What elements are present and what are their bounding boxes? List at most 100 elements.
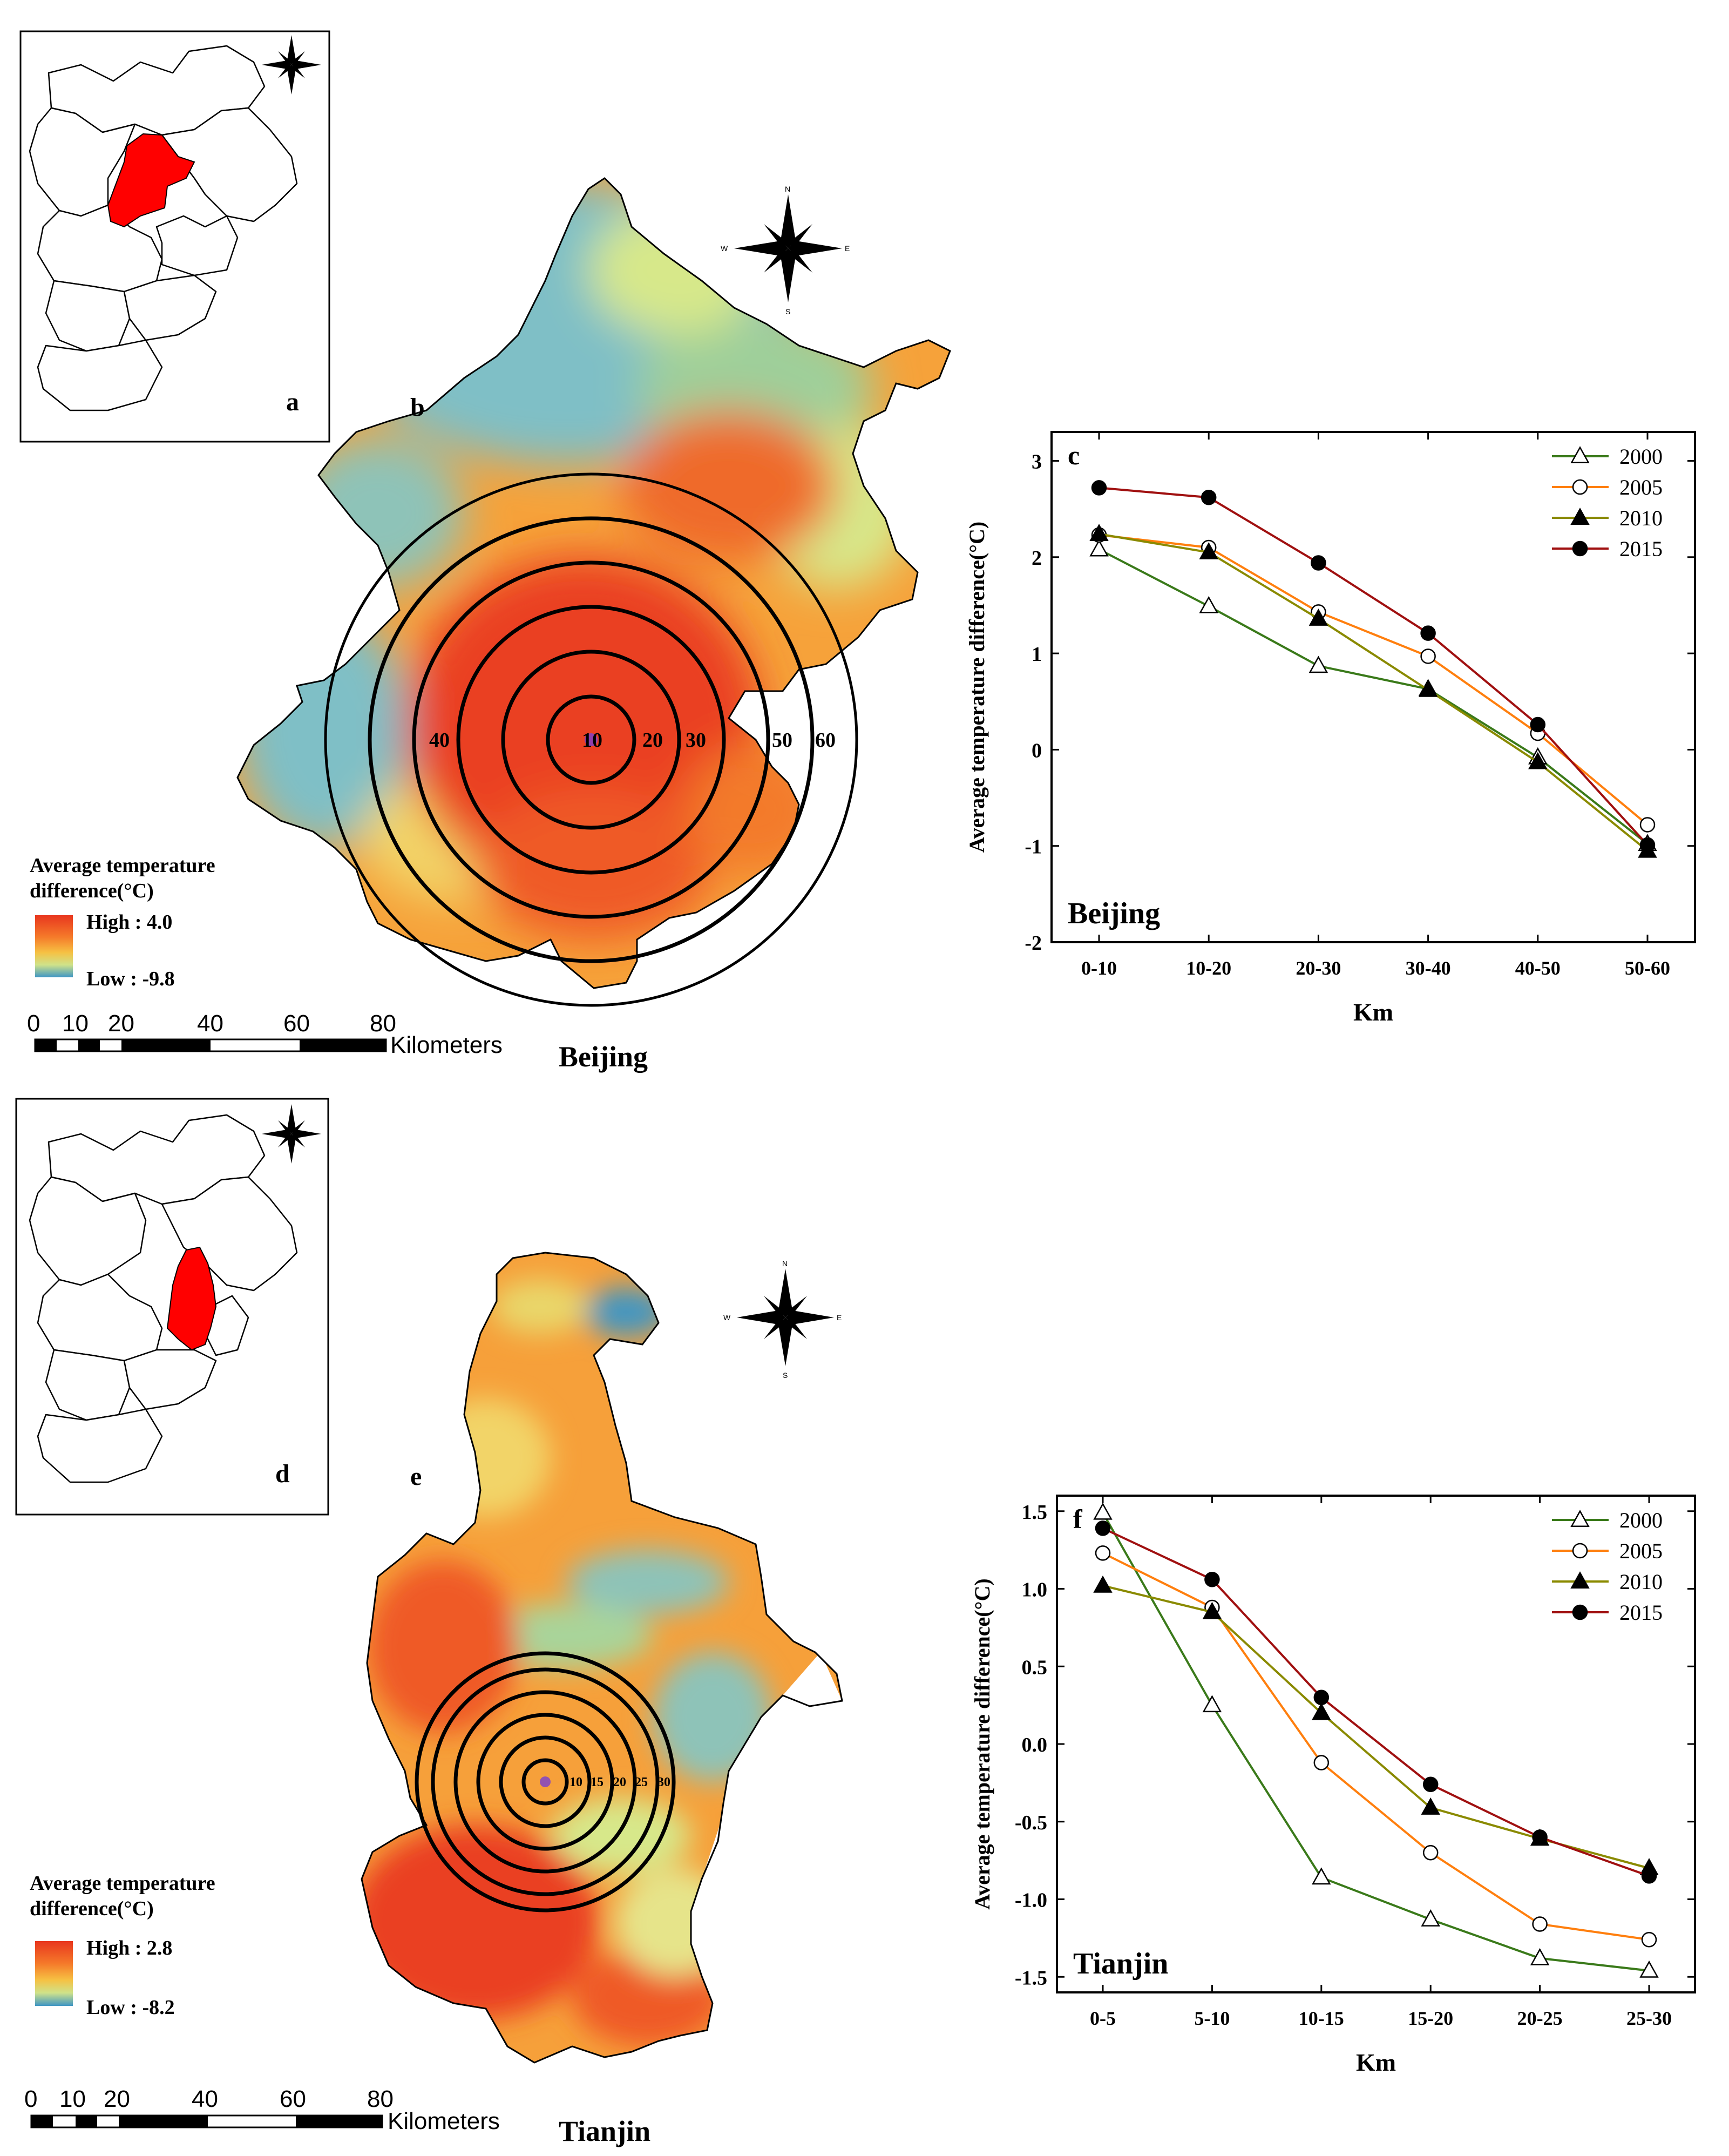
panel-label-d: d <box>275 1459 290 1488</box>
province-outline <box>161 107 298 222</box>
scale-tick: 40 <box>192 2086 218 2112</box>
series-line <box>1099 486 1649 846</box>
data-point <box>1570 446 1590 463</box>
tianjin-location-inset: d <box>15 1098 329 1516</box>
panel-label-a: a <box>286 388 299 416</box>
series-line <box>1102 1512 1650 1972</box>
data-point <box>1313 1755 1330 1770</box>
compass-icon: N S W E <box>723 1259 842 1380</box>
data-point <box>1422 1776 1439 1792</box>
legend-label: 2000 <box>1619 1508 1663 1532</box>
ring-label: 20 <box>642 729 663 752</box>
y-tick-label: 0 <box>1032 739 1042 762</box>
data-point <box>1204 1572 1220 1587</box>
legend-low: Low : -9.8 <box>86 968 175 990</box>
series-2010 <box>1089 524 1657 858</box>
scale-tick: 40 <box>197 1010 223 1037</box>
province-outline <box>37 339 163 411</box>
panel-label-e: e <box>410 1462 422 1491</box>
chart-legend: 2000 2005 2010 2015 <box>1552 1508 1663 1625</box>
buffer-rings <box>368 516 815 963</box>
tianjin-highlight-region <box>166 1246 217 1351</box>
scale-tick: 60 <box>280 2086 306 2112</box>
x-axis-label: Km <box>1356 2049 1396 2076</box>
data-point <box>1639 817 1656 833</box>
data-point <box>1641 1868 1657 1884</box>
data-point <box>1201 489 1217 505</box>
data-point <box>1421 1797 1440 1815</box>
tianjin-scalebar: 0 10 20 40 60 80 Kilometers <box>24 2086 500 2134</box>
series-line <box>1099 533 1649 852</box>
y-tick-label: -0.5 <box>1015 1812 1047 1834</box>
legend-label: 2000 <box>1619 444 1663 469</box>
data-point <box>1421 1909 1440 1927</box>
data-point <box>1199 542 1218 559</box>
compass-s: S <box>783 1371 788 1380</box>
province-outline <box>123 1349 217 1410</box>
data-point <box>1420 625 1436 641</box>
legend-label: 2005 <box>1619 1539 1663 1563</box>
ring-label: 25 <box>635 1775 648 1789</box>
data-point <box>1308 609 1328 626</box>
x-tick-label: 40-50 <box>1515 957 1561 979</box>
data-point <box>1572 479 1588 495</box>
series-line <box>1099 533 1649 826</box>
chart-city-label: Beijing <box>1068 897 1160 930</box>
scale-tick: 10 <box>59 2086 86 2112</box>
province-outline <box>123 274 217 341</box>
ring-label: 10 <box>582 729 602 752</box>
data-point <box>1570 1510 1590 1527</box>
legend-label: 2015 <box>1619 1600 1663 1625</box>
data-point <box>1420 648 1436 664</box>
data-point <box>1095 1545 1111 1561</box>
data-point <box>1312 1867 1331 1885</box>
y-tick-label: 0.0 <box>1022 1734 1048 1756</box>
data-point <box>1530 717 1546 733</box>
province-outline <box>37 1408 163 1483</box>
data-point <box>1202 1601 1222 1619</box>
series-2000 <box>1093 1502 1659 1978</box>
y-tick-label: 3 <box>1032 450 1042 473</box>
ring-label: 40 <box>429 729 450 752</box>
y-axis-label: Average temperature difference(°C) <box>970 1578 994 1910</box>
data-point <box>1570 1571 1590 1589</box>
legend-label: 2010 <box>1619 506 1663 530</box>
data-point <box>1530 1948 1550 1965</box>
y-tick-label: -1.5 <box>1015 1966 1047 1989</box>
plot-frame <box>1056 1495 1696 1993</box>
compass-n: N <box>782 1259 788 1268</box>
scale-tick: 60 <box>283 1010 310 1037</box>
x-tick-label: 10-15 <box>1299 2008 1344 2029</box>
legend-title: difference(°C) <box>30 880 154 902</box>
data-point <box>1418 680 1438 697</box>
compass-w: W <box>721 244 728 253</box>
data-point <box>1572 540 1588 557</box>
chart-legend: 2000 2005 2010 2015 <box>1552 444 1663 561</box>
compass-e: E <box>837 1313 842 1322</box>
series-2010 <box>1093 1575 1659 1875</box>
legend-label: 2005 <box>1619 475 1663 499</box>
x-tick-label: 0-10 <box>1081 957 1117 979</box>
legend-title: Average temperature <box>30 1872 215 1895</box>
y-tick-label: 2 <box>1032 547 1042 570</box>
x-tick-label: 20-25 <box>1517 2008 1563 2029</box>
scale-tick: 80 <box>370 1010 396 1037</box>
legend-high: High : 2.8 <box>86 1937 172 1959</box>
scale-tick: 0 <box>24 2086 37 2112</box>
buffer-rings <box>415 1651 676 1912</box>
beijing-legend: Average temperature difference(°C) High … <box>30 854 215 990</box>
legend-label: 2010 <box>1619 1570 1663 1594</box>
map-title: Tianjin <box>559 2115 650 2147</box>
x-tick-label: 5-10 <box>1194 2008 1230 2029</box>
ring-label: 15 <box>591 1775 604 1789</box>
data-point <box>1572 1604 1588 1620</box>
tianjin-legend: Average temperature difference(°C) High … <box>30 1872 215 2019</box>
data-point <box>1572 1543 1588 1559</box>
scale-tick: 20 <box>108 1010 134 1037</box>
panel-label: c <box>1068 440 1080 470</box>
compass-s: S <box>785 307 790 316</box>
scale-tick: 10 <box>62 1010 89 1037</box>
ring-label: 60 <box>815 729 836 752</box>
x-tick-label: 15-20 <box>1408 2008 1453 2029</box>
ring-label: 10 <box>569 1775 582 1789</box>
